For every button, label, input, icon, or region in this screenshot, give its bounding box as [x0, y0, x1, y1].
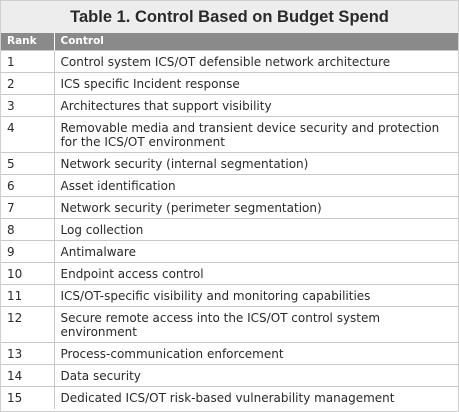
rank-cell: 6	[1, 174, 55, 197]
table-row: 4 Removable media and transient device se…	[1, 116, 458, 153]
rank-cell: 7	[1, 196, 55, 219]
rank-cell: 13	[1, 342, 55, 365]
table-header-row: Rank Control	[1, 33, 458, 51]
control-cell: Secure remote access into the ICS/OT con…	[54, 306, 458, 343]
rank-cell: 10	[1, 262, 55, 285]
table-row: 11 ICS/OT-specific visibility and monitor…	[1, 284, 458, 307]
rank-cell: 9	[1, 240, 55, 263]
table-body: 1 Control system ICS/OT defensible networ…	[1, 50, 458, 409]
rank-cell: 3	[1, 94, 55, 117]
table-row: 7 Network security (perimeter segmentatio…	[1, 196, 458, 219]
control-cell: ICS/OT-specific visibility and monitorin…	[54, 284, 458, 307]
table-row: 1 Control system ICS/OT defensible networ…	[1, 50, 458, 73]
table-row: 10 Endpoint access control	[1, 262, 458, 285]
table-row: 5 Network security (internal segmentation…	[1, 152, 458, 175]
rank-cell: 11	[1, 284, 55, 307]
table-row: 15 Dedicated ICS/OT risk-based vulnerabil…	[1, 386, 458, 409]
control-cell: Data security	[54, 364, 458, 387]
table-row: 14 Data security	[1, 364, 458, 387]
table-row: 6 Asset identification	[1, 174, 458, 197]
table-row: 13 Process-communication enforcement	[1, 342, 458, 365]
control-cell: Antimalware	[54, 240, 458, 263]
rank-cell: 15	[1, 386, 55, 409]
control-cell: Process-communication enforcement	[54, 342, 458, 365]
table-title: Table 1. Control Based on Budget Spend	[1, 1, 458, 33]
rank-cell: 12	[1, 306, 55, 343]
control-cell: Architectures that support visibility	[54, 94, 458, 117]
control-table: Rank Control 1 Control system ICS/OT defe…	[1, 33, 458, 409]
rank-cell: 1	[1, 50, 55, 73]
rank-cell: 2	[1, 72, 55, 95]
rank-cell: 8	[1, 218, 55, 241]
control-cell: Log collection	[54, 218, 458, 241]
rank-cell: 4	[1, 116, 55, 153]
control-cell: Network security (perimeter segmentation…	[54, 196, 458, 219]
table-row: 2 ICS specific Incident response	[1, 72, 458, 95]
control-cell: Removable media and transient device sec…	[54, 116, 458, 153]
control-cell: Asset identification	[54, 174, 458, 197]
control-cell: ICS specific Incident response	[54, 72, 458, 95]
rank-cell: 14	[1, 364, 55, 387]
column-header-rank: Rank	[1, 33, 55, 51]
column-header-control: Control	[54, 33, 458, 51]
table-row: 8 Log collection	[1, 218, 458, 241]
control-cell: Dedicated ICS/OT risk-based vulnerabilit…	[54, 386, 458, 409]
control-cell: Endpoint access control	[54, 262, 458, 285]
table-row: 12 Secure remote access into the ICS/OT c…	[1, 306, 458, 343]
rank-cell: 5	[1, 152, 55, 175]
control-cell: Control system ICS/OT defensible network…	[54, 50, 458, 73]
control-cell: Network security (internal segmentation)	[54, 152, 458, 175]
table-row: 3 Architectures that support visibility	[1, 94, 458, 117]
table-row: 9 Antimalware	[1, 240, 458, 263]
